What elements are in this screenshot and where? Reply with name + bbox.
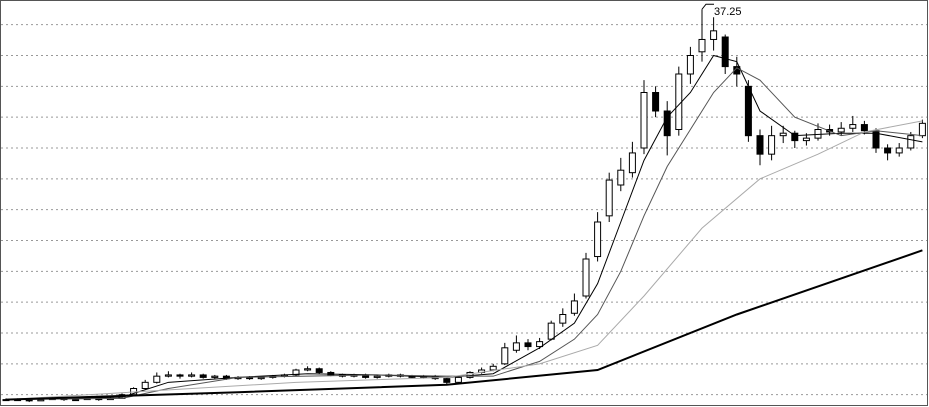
candle-body bbox=[211, 375, 219, 378]
candle-body bbox=[837, 127, 845, 133]
candle-body bbox=[907, 135, 915, 149]
candle-body bbox=[605, 179, 613, 217]
candle-body bbox=[512, 342, 520, 351]
candle-body bbox=[257, 376, 265, 380]
candle-body bbox=[675, 73, 683, 130]
candle-body bbox=[304, 368, 312, 371]
candle-body bbox=[72, 399, 80, 402]
candle-body bbox=[536, 341, 544, 348]
candle-body bbox=[559, 314, 567, 324]
candle-body bbox=[489, 365, 497, 371]
candle-body bbox=[628, 152, 636, 174]
candle-body bbox=[570, 300, 578, 314]
candle-body bbox=[860, 124, 868, 132]
moving-average bbox=[5, 249, 923, 401]
candle-body bbox=[814, 129, 822, 139]
candle-body bbox=[524, 342, 532, 348]
candle-body bbox=[141, 381, 149, 390]
candle-body bbox=[779, 132, 787, 137]
candle-body bbox=[884, 147, 892, 154]
candle-body bbox=[292, 369, 300, 376]
candle-body bbox=[768, 135, 776, 155]
candle-body bbox=[164, 374, 172, 377]
candle-body bbox=[918, 122, 926, 137]
candle-body bbox=[698, 38, 706, 53]
candle-body bbox=[315, 368, 323, 373]
candle-body bbox=[594, 221, 602, 258]
candle-body bbox=[849, 124, 857, 129]
candle-body bbox=[199, 374, 207, 378]
candle-body bbox=[188, 374, 196, 377]
candle-body bbox=[802, 137, 810, 142]
candle-body bbox=[547, 322, 555, 340]
candle-body bbox=[710, 30, 718, 40]
candle-body bbox=[721, 36, 729, 68]
moving-average bbox=[5, 54, 923, 401]
candle-body bbox=[582, 258, 590, 297]
candle-body bbox=[756, 135, 764, 155]
candle-body bbox=[617, 169, 625, 186]
candle-body bbox=[744, 85, 752, 137]
max-label: 37.25 bbox=[714, 6, 742, 18]
candle-body bbox=[454, 376, 462, 383]
candle-body bbox=[501, 347, 509, 365]
candle-body bbox=[791, 132, 799, 142]
candle-body bbox=[176, 374, 184, 377]
candle-body bbox=[640, 92, 648, 149]
candle-body bbox=[153, 375, 161, 383]
moving-average bbox=[5, 120, 923, 401]
candle-body bbox=[373, 375, 381, 378]
candle-body bbox=[652, 92, 660, 112]
candle-body bbox=[443, 378, 451, 383]
max-marker bbox=[701, 3, 714, 10]
candle-body bbox=[37, 399, 45, 402]
candle-body bbox=[895, 147, 903, 154]
moving-average bbox=[5, 67, 923, 401]
candle-body bbox=[686, 55, 694, 75]
